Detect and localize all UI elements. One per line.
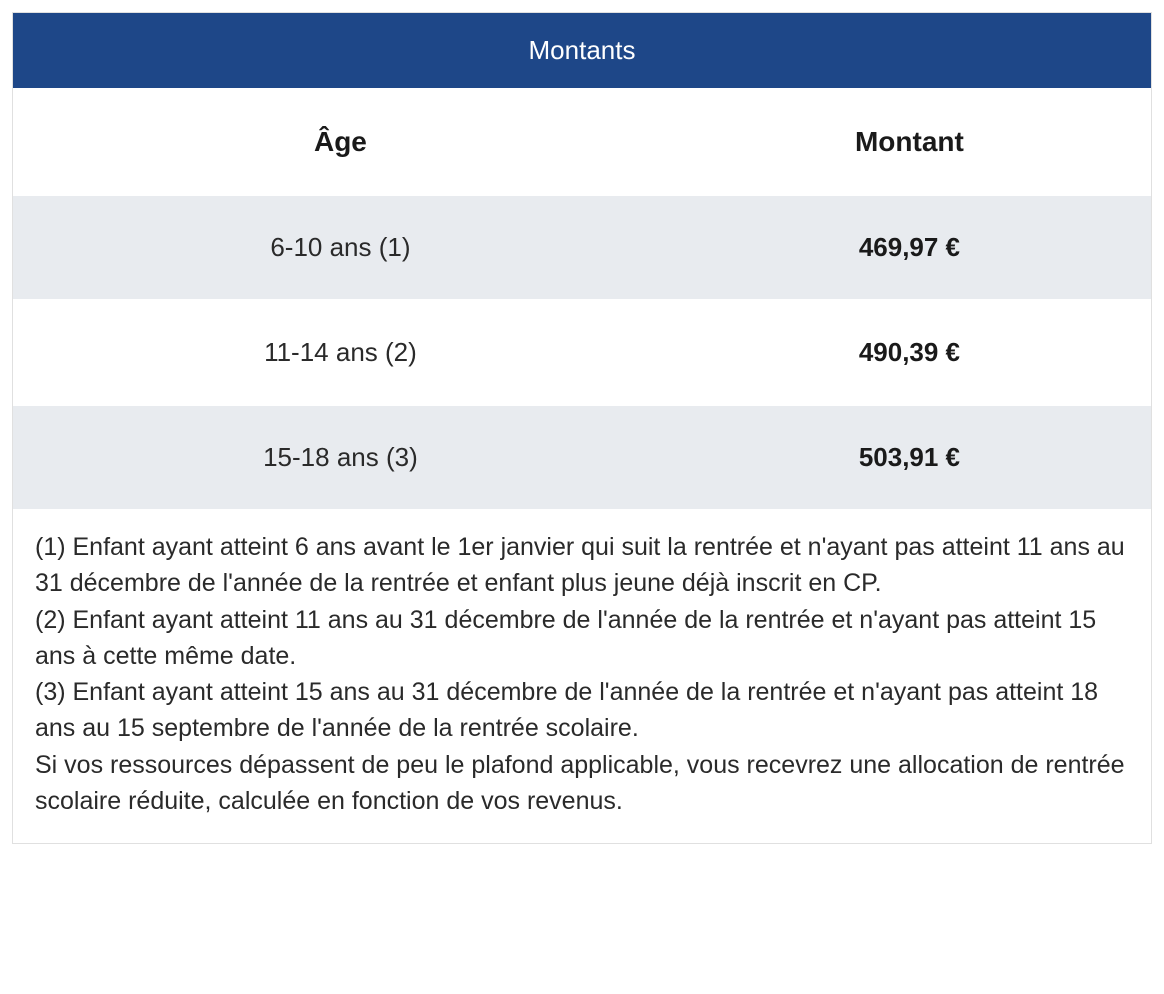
amount-cell: 490,39 € <box>668 300 1151 405</box>
montants-table: Âge Montant 6-10 ans (1) 469,97 € 11-14 … <box>13 88 1151 509</box>
age-cell: 11-14 ans (2) <box>13 300 668 405</box>
amount-cell: 469,97 € <box>668 195 1151 300</box>
table-row: 6-10 ans (1) 469,97 € <box>13 195 1151 300</box>
amount-cell: 503,91 € <box>668 405 1151 509</box>
table-title: Montants <box>13 13 1151 88</box>
montants-table-container: Montants Âge Montant 6-10 ans (1) 469,97… <box>12 12 1152 844</box>
footnotes: (1) Enfant ayant atteint 6 ans avant le … <box>13 509 1151 843</box>
age-cell: 6-10 ans (1) <box>13 195 668 300</box>
footnote-2: (2) Enfant ayant atteint 11 ans au 31 dé… <box>35 602 1129 675</box>
footnote-4: Si vos ressources dépassent de peu le pl… <box>35 747 1129 820</box>
table-row: 15-18 ans (3) 503,91 € <box>13 405 1151 509</box>
column-header-amount: Montant <box>668 89 1151 195</box>
footnote-1: (1) Enfant ayant atteint 6 ans avant le … <box>35 529 1129 602</box>
age-cell: 15-18 ans (3) <box>13 405 668 509</box>
column-header-age: Âge <box>13 89 668 195</box>
table-row: 11-14 ans (2) 490,39 € <box>13 300 1151 405</box>
footnote-3: (3) Enfant ayant atteint 15 ans au 31 dé… <box>35 674 1129 747</box>
table-header-row: Âge Montant <box>13 89 1151 195</box>
